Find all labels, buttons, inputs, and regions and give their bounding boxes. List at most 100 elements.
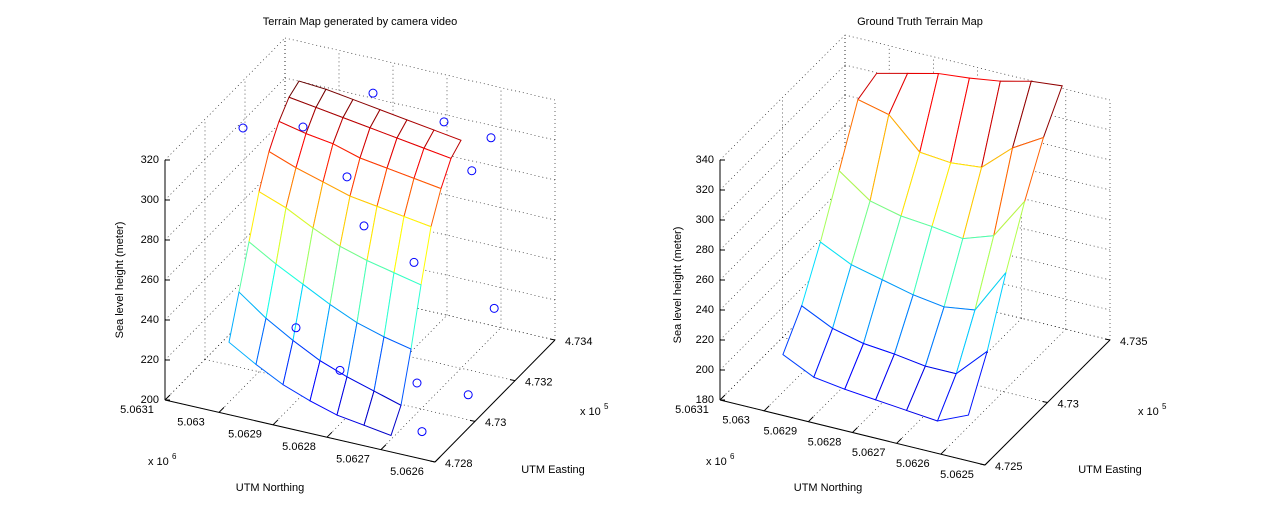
y-axis	[164, 399, 436, 463]
grid-line	[164, 117, 286, 241]
z-tick-label: 320	[141, 154, 159, 166]
z-tick-label: 300	[696, 214, 714, 226]
scatter-point	[238, 123, 248, 133]
z-tick-label: 340	[696, 154, 714, 166]
z-tick-label: 180	[696, 394, 714, 406]
grid-line	[218, 290, 340, 413]
z-tick-label: 280	[141, 234, 159, 246]
grid-line	[164, 197, 286, 321]
grid-line	[844, 34, 1111, 101]
y-tick	[719, 394, 726, 401]
y-tick	[326, 431, 333, 438]
scatter-point	[335, 365, 345, 375]
y-tick	[896, 437, 903, 444]
grid-line	[164, 157, 286, 281]
axis-exponent-base: x 10	[580, 406, 601, 418]
x-tick	[1104, 338, 1111, 341]
scatter-point	[359, 221, 369, 231]
axis-exponent-base: x 10	[1138, 406, 1159, 418]
y-tick	[380, 444, 387, 450]
z-tick-label: 220	[696, 334, 714, 346]
y-tick-label: 5.0631	[675, 404, 709, 416]
x-tick	[549, 338, 556, 341]
x-tick-label: 4.73	[485, 417, 506, 429]
y-tick	[272, 419, 279, 426]
scatter-point	[342, 172, 352, 182]
y-tick-label: 5.0629	[228, 429, 262, 441]
axis-exponent-power: 6	[730, 452, 735, 461]
grid-line	[719, 64, 846, 191]
x-tick-label: 4.73	[1058, 398, 1079, 410]
z-tick-label: 240	[141, 314, 159, 326]
y-tick	[984, 459, 991, 466]
x-tick	[469, 419, 476, 422]
y-tick	[434, 456, 441, 463]
x-tick	[509, 379, 516, 382]
y-tick	[940, 448, 947, 455]
x-tick-label: 4.734	[565, 336, 593, 348]
scatter-point	[417, 427, 427, 437]
scatter-point	[291, 323, 301, 333]
z-axis-label: Sea level height (meter)	[114, 222, 126, 339]
x-tick	[429, 460, 436, 463]
y-tick	[218, 407, 225, 413]
x-axis	[434, 339, 556, 463]
axis-exponent-base: x 10	[706, 456, 727, 468]
scatter-point	[412, 378, 422, 388]
y-tick	[852, 427, 858, 433]
grid-line	[940, 328, 1067, 455]
z-tick-label: 300	[141, 194, 159, 206]
x-tick-label: 4.732	[525, 377, 553, 389]
y-tick-label: 5.0629	[764, 426, 798, 438]
scatter-point	[409, 257, 419, 267]
x-tick	[979, 463, 986, 466]
x-tick-label: 4.725	[995, 461, 1023, 473]
grid-line	[164, 237, 286, 361]
chart-title: Ground Truth Terrain Map	[857, 16, 983, 28]
y-tick-label: 5.0627	[336, 454, 370, 466]
scatter-point	[486, 133, 496, 143]
grid-line	[164, 77, 286, 201]
z-tick-label: 260	[141, 274, 159, 286]
grid-line	[164, 277, 286, 401]
z-tick-label: 200	[696, 364, 714, 376]
z-tick-label: 260	[696, 274, 714, 286]
y-tick	[763, 405, 770, 412]
grid-line	[380, 327, 502, 450]
axis-exponent-power: 5	[604, 402, 609, 411]
chart: 180 200 220 240 260 280 300 320 340 5.0631 5.063 5.…	[672, 16, 1167, 494]
scatter-point	[368, 88, 378, 98]
z-axis-label: Sea level height (meter)	[672, 227, 684, 344]
x-tick-label: 4.735	[1120, 336, 1148, 348]
grid-line	[719, 34, 846, 161]
y-tick-label: 5.0626	[390, 466, 424, 478]
y-tick-label: 5.063	[177, 416, 205, 428]
y-tick-label: 5.063	[722, 415, 750, 427]
grid-line	[719, 184, 846, 311]
scatter-point	[467, 166, 477, 176]
axis-exponent-base: x 10	[148, 456, 169, 468]
mesh-cell	[936, 350, 989, 422]
x-axis-label: UTM Easting	[521, 464, 585, 476]
z-tick-label: 280	[696, 244, 714, 256]
grid-line	[272, 302, 394, 426]
z-tick-label: 320	[696, 184, 714, 196]
y-axis-label: UTM Northing	[794, 482, 862, 494]
y-tick-label: 5.0628	[808, 436, 842, 448]
y-tick	[164, 394, 171, 401]
grid-line	[719, 124, 846, 251]
axis-exponent-power: 5	[1162, 402, 1167, 411]
z-tick-label: 200	[141, 394, 159, 406]
x-tick-label: 4.728	[445, 458, 473, 470]
scatter-point	[463, 390, 473, 400]
chart-title: Terrain Map generated by camera video	[263, 16, 457, 28]
chart: 200 220 240 260 280 300 320 5.0631 5.063 5.0629 5.…	[114, 16, 609, 494]
y-tick-label: 5.0627	[852, 447, 886, 459]
axis-exponent-power: 6	[172, 452, 177, 461]
grid-line	[164, 37, 286, 161]
y-tick-label: 5.0628	[282, 441, 316, 453]
grid-line	[719, 244, 846, 371]
y-tick-label: 5.0631	[120, 404, 154, 416]
z-tick-label: 220	[141, 354, 159, 366]
